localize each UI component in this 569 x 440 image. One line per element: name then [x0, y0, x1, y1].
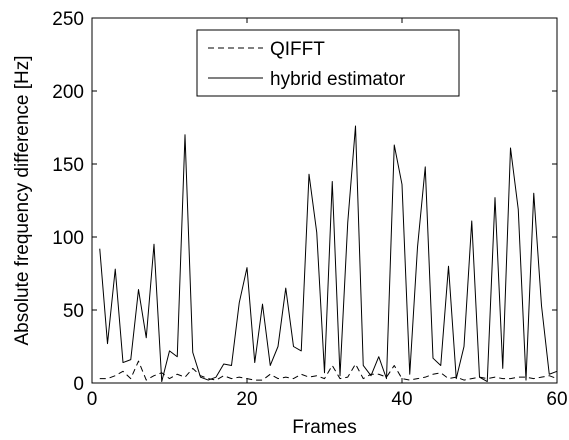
x-tick-label: 0	[87, 389, 98, 410]
legend-box	[196, 29, 460, 97]
series-layer	[99, 125, 558, 383]
legend-label-qifft: QIFFT	[270, 39, 325, 60]
x-tick-label: 40	[391, 389, 412, 410]
y-tick-label: 100	[52, 228, 84, 249]
x-axis-label: Frames	[292, 417, 356, 438]
plot-area	[91, 17, 558, 384]
y-tick-label: 0	[73, 374, 84, 395]
y-axis-label: Absolute frequency difference [Hz]	[12, 55, 33, 345]
y-tick-label: 250	[52, 9, 84, 30]
y-tick-label: 200	[52, 82, 84, 103]
x-tick-label: 20	[236, 389, 257, 410]
y-tick-label: 150	[52, 155, 84, 176]
legend: QIFFT hybrid estimator	[196, 29, 460, 97]
x-tick-label: 60	[546, 389, 567, 410]
legend-label-hybrid-estimator: hybrid estimator	[270, 69, 406, 90]
series-line-hybrid-estimator	[99, 125, 558, 383]
plot-frame	[91, 17, 558, 384]
axis-ticks: 0 20 40 60 0 50 100 150 200 250	[52, 9, 567, 410]
y-tick-label: 50	[63, 301, 84, 322]
